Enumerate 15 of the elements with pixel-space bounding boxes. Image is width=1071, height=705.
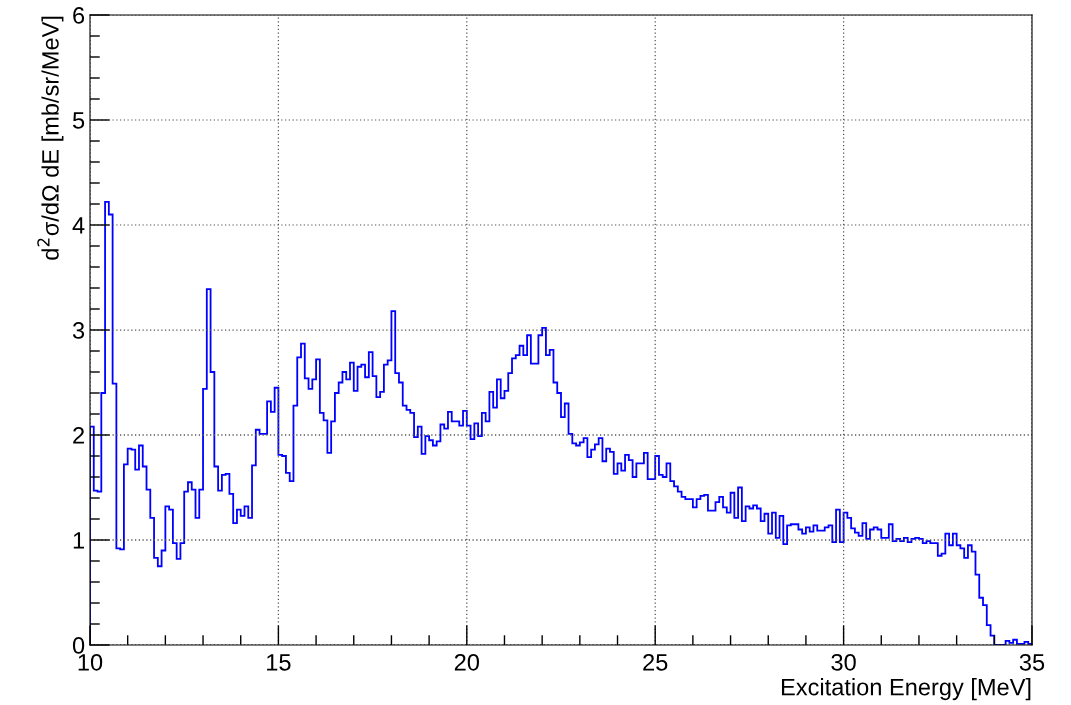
y-tick-label: 5 [72,112,85,129]
y-tick-label: 2 [73,427,84,444]
x-tick-label: 30 [831,653,856,671]
y-tick-label: 4 [72,217,85,234]
y-tick-label: 3 [72,322,85,339]
y-tick-label: 0 [72,637,85,654]
x-axis-title: Excitation Energy [MeV] [781,678,1031,701]
x-tick-label: 25 [643,653,668,671]
y-tick-label: 6 [73,7,85,24]
x-tick-label: 10 [78,653,103,671]
x-tick-label: 15 [267,654,291,671]
x-tick-label: 20 [454,653,480,671]
x-tick-label: 35 [1019,653,1045,671]
y-axis-title: d$^{2}$σ/dΩ dE [mb/sr/MeV] [37,16,64,260]
y-tick-label: 1 [73,532,84,549]
